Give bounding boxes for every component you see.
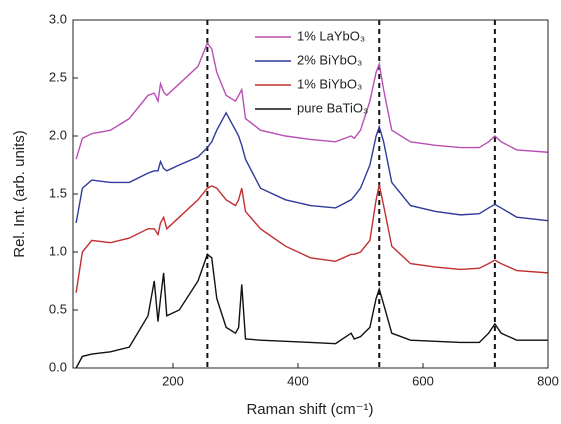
legend-label: 2% BiYbO₃	[297, 52, 362, 67]
x-tick-label: 800	[537, 373, 559, 388]
plot-frame	[72, 19, 549, 369]
x-axis-title: Raman shift (cm⁻¹)	[246, 401, 373, 418]
y-axis-title: Rel. Int. (arb. units)	[11, 130, 28, 258]
legend-label: pure BaTiO₃	[297, 100, 368, 115]
y-tick-label: 0.5	[49, 301, 67, 316]
y-tick-label: 1.0	[49, 243, 67, 258]
y-tick-label: 2.0	[49, 127, 67, 142]
y-tick-label: 3.0	[49, 11, 67, 26]
y-tick-label: 0.0	[49, 359, 67, 374]
y-tick-label: 1.5	[49, 185, 67, 200]
series-line	[75, 184, 549, 293]
legend-label: 1% BiYbO₃	[297, 76, 362, 91]
series-line	[75, 41, 549, 160]
legend-label: 1% LaYbO₃	[297, 28, 365, 43]
x-tick-label: 400	[287, 373, 309, 388]
x-tick-label: 200	[162, 373, 184, 388]
y-tick-label: 2.5	[49, 69, 67, 84]
x-tick-label: 600	[412, 373, 434, 388]
series-line	[75, 111, 549, 224]
series-line	[75, 253, 548, 369]
